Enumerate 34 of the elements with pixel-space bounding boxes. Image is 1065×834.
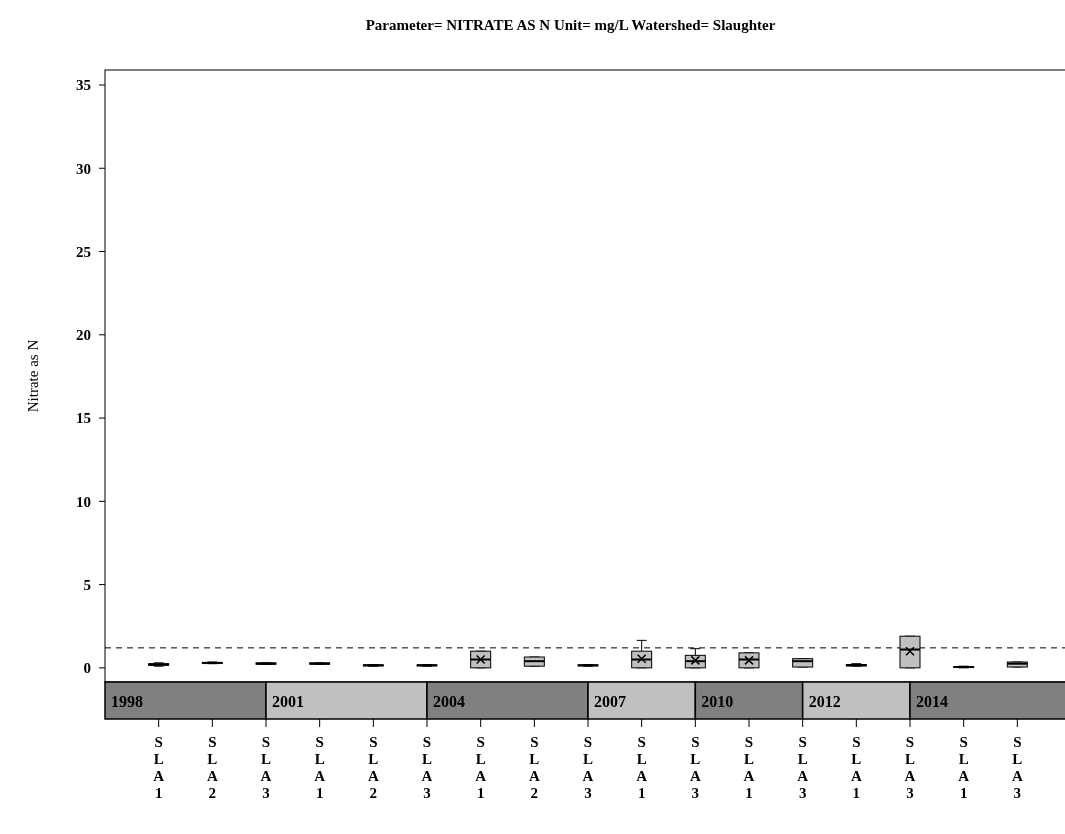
y-tick-label: 5 <box>83 576 91 593</box>
y-tick-label: 10 <box>76 493 91 510</box>
text: 1998 <box>111 692 143 710</box>
x-tick-label: SLA3 <box>260 734 272 801</box>
text: 2014 <box>916 692 948 710</box>
y-tick-label: 30 <box>76 160 91 177</box>
x-tick-label: SLA1 <box>314 734 326 801</box>
x-tick-label: SLA3 <box>421 734 433 801</box>
x-tick-label: SLA1 <box>475 734 487 801</box>
text: 2012 <box>808 692 841 710</box>
y-tick-label: 15 <box>76 410 91 427</box>
x-tick-label: SLA1 <box>153 734 165 801</box>
y-tick-label: 0 <box>83 660 91 677</box>
x-tick-label: SLA1 <box>743 734 755 801</box>
y-tick-label: 25 <box>76 243 91 260</box>
x-tick-label: SLA2 <box>206 734 218 801</box>
x-tick-label: SLA2 <box>528 734 540 801</box>
text: 2007 <box>594 692 626 710</box>
x-tick-label: SLA2 <box>367 734 379 801</box>
text: 2004 <box>433 692 465 710</box>
x-tick-label: SLA1 <box>850 734 862 801</box>
y-tick-label: 20 <box>76 327 91 344</box>
y-axis-title: Nitrate as N <box>25 339 41 413</box>
text: 2001 <box>272 692 304 710</box>
x-tick-label: SLA3 <box>689 734 701 801</box>
x-tick-label: SLA3 <box>582 734 594 801</box>
x-tick-label: SLA3 <box>904 734 916 801</box>
x-tick-label: SLA3 <box>1011 734 1023 801</box>
x-tick-label: SLA1 <box>958 734 970 801</box>
y-tick-label: 35 <box>76 77 91 94</box>
text: 2010 <box>701 692 734 710</box>
x-tick-label: SLA1 <box>636 734 648 801</box>
chart-title: Parameter= NITRATE AS N Unit= mg/L Watershed= Slaughter <box>365 17 776 33</box>
x-tick-label: SLA3 <box>797 734 809 801</box>
